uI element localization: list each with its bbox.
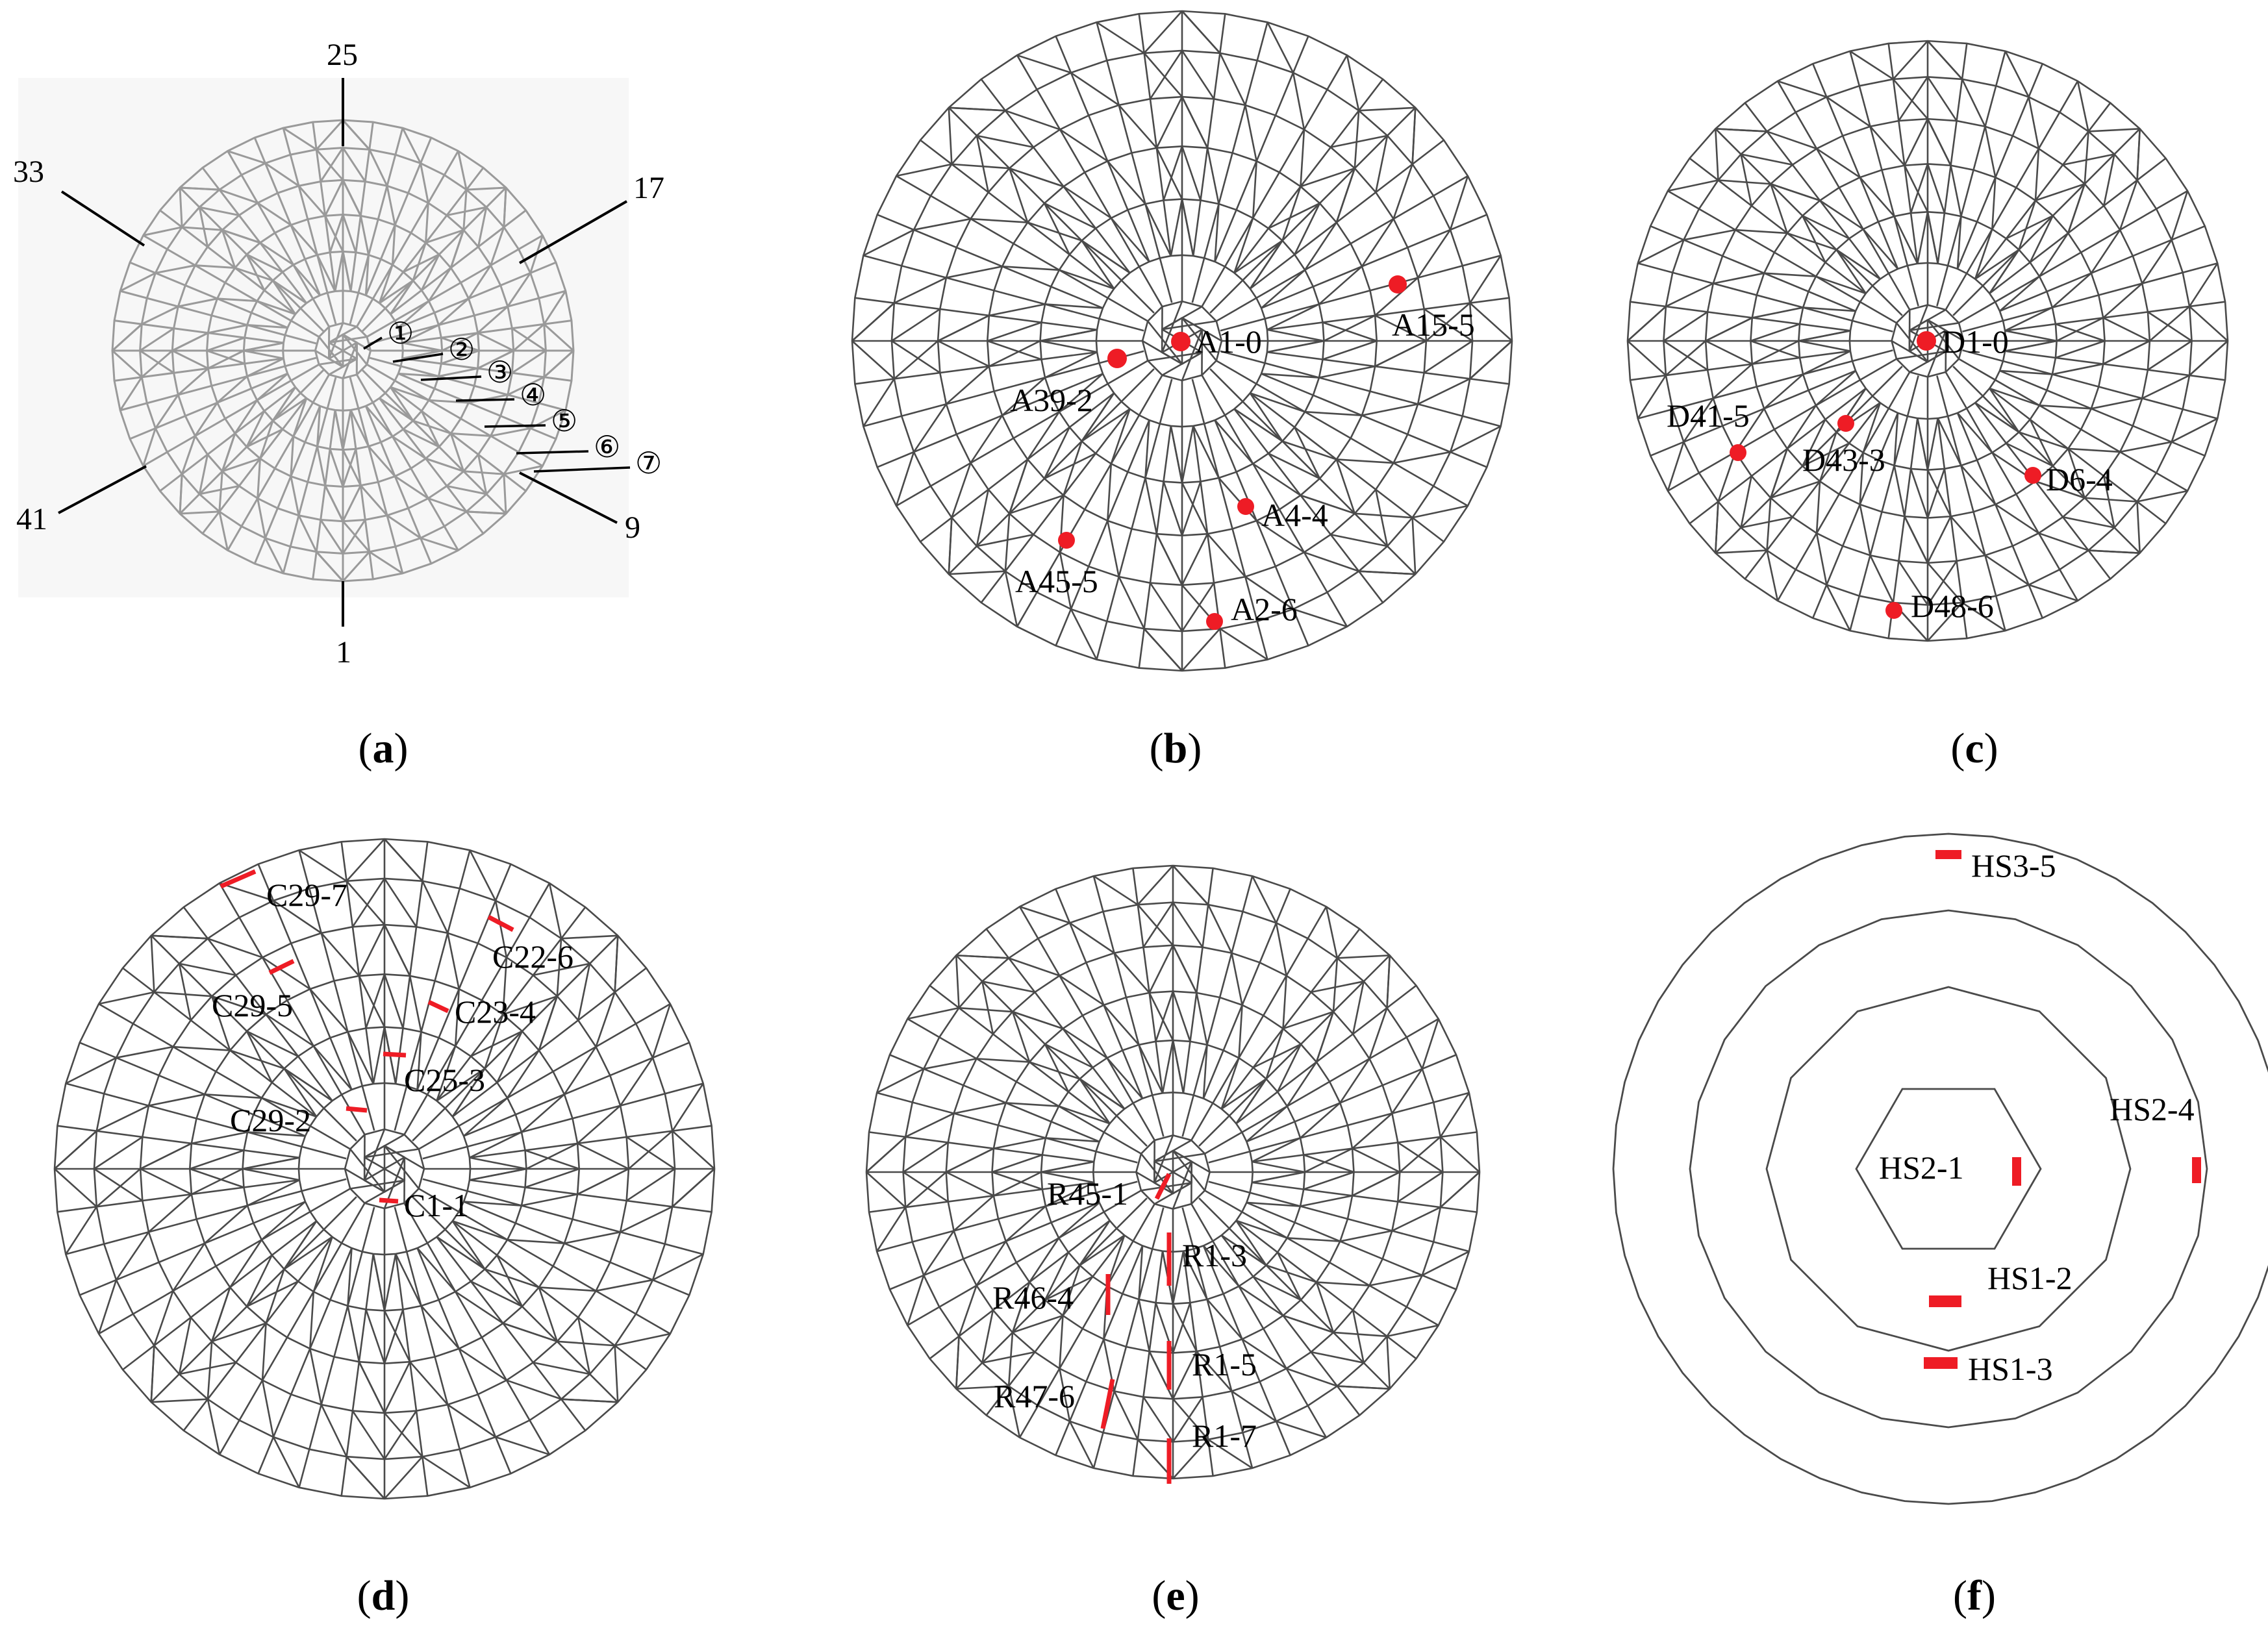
member-C29-5 bbox=[268, 958, 295, 975]
label-R45-1: R45-1 bbox=[1047, 1175, 1128, 1212]
label-D43-3: D43-3 bbox=[1802, 442, 1885, 478]
panel-b-mesh bbox=[851, 10, 1513, 672]
ring-label-2: ② bbox=[448, 333, 475, 366]
caption-f: (f) bbox=[1953, 1572, 1996, 1620]
panel-a-mesh bbox=[18, 78, 629, 597]
label-C29-7: C29-7 bbox=[266, 877, 347, 913]
label-A1-0: A1-0 bbox=[1195, 323, 1262, 360]
label-R1-7: R1-7 bbox=[1192, 1418, 1257, 1454]
label-D1-0: D1-0 bbox=[1942, 323, 2009, 360]
marker-HS3-5 bbox=[1935, 850, 1961, 859]
member-C29-7 bbox=[220, 869, 257, 889]
ring-label-1: ① bbox=[387, 317, 414, 350]
label-D6-4: D6-4 bbox=[2046, 461, 2113, 497]
label-A15-5: A15-5 bbox=[1392, 306, 1475, 343]
member-C23-4 bbox=[427, 999, 449, 1014]
panel-c-mesh bbox=[1626, 40, 2229, 642]
panel-e-mesh bbox=[865, 864, 1481, 1480]
label-A2-6: A2-6 bbox=[1231, 591, 1298, 627]
label-node-9: 9 bbox=[625, 510, 640, 545]
marker-HS1-2 bbox=[1929, 1295, 1961, 1307]
marker-A1-0 bbox=[1171, 332, 1191, 351]
label-A45-5: A45-5 bbox=[1015, 563, 1098, 599]
label-R46-4: R46-4 bbox=[992, 1279, 1074, 1316]
ring-label-6: ⑥ bbox=[594, 431, 620, 464]
member-C22-6 bbox=[487, 914, 514, 932]
label-D48-6: D48-6 bbox=[1911, 588, 1994, 624]
caption-c: (c) bbox=[1950, 725, 1998, 772]
marker-HS2-1 bbox=[2012, 1157, 2021, 1186]
member-C1-1 bbox=[379, 1197, 399, 1204]
caption-a: (a) bbox=[358, 725, 409, 772]
label-node-33: 33 bbox=[13, 155, 44, 189]
label-C25-3: C25-3 bbox=[404, 1062, 485, 1098]
label-A4-4: A4-4 bbox=[1261, 497, 1328, 533]
panel-d-mesh bbox=[53, 838, 716, 1500]
label-HS1-2: HS1-2 bbox=[1987, 1260, 2073, 1296]
marker-HS1-3 bbox=[1924, 1357, 1958, 1369]
marker-D1-0 bbox=[1917, 331, 1936, 351]
label-C29-5: C29-5 bbox=[212, 987, 293, 1023]
member-R47-6 bbox=[1100, 1379, 1115, 1429]
ring-label-4: ④ bbox=[520, 379, 546, 412]
caption-e: (e) bbox=[1152, 1572, 1200, 1620]
member-C25-3 bbox=[383, 1051, 407, 1058]
label-HS2-1: HS2-1 bbox=[1879, 1149, 1964, 1186]
marker-A4-4 bbox=[1237, 498, 1254, 515]
label-R1-3: R1-3 bbox=[1182, 1237, 1247, 1273]
label-HS3-5: HS3-5 bbox=[1971, 847, 2056, 884]
label-D41-5: D41-5 bbox=[1667, 397, 1750, 434]
marker-D41-5 bbox=[1730, 444, 1746, 461]
label-C23-4: C23-4 bbox=[455, 994, 536, 1030]
label-A39-2: A39-2 bbox=[1010, 382, 1093, 418]
label-C1-1: C1-1 bbox=[404, 1187, 469, 1223]
marker-A15-5 bbox=[1389, 275, 1407, 294]
marker-HS2-4 bbox=[2192, 1157, 2201, 1183]
caption-b: (b) bbox=[1149, 725, 1202, 772]
panel-f-rings bbox=[1612, 832, 2268, 1505]
label-R1-5: R1-5 bbox=[1192, 1346, 1257, 1382]
marker-A2-6 bbox=[1206, 613, 1223, 630]
marker-A39-2 bbox=[1107, 349, 1127, 368]
label-C29-2: C29-2 bbox=[230, 1102, 311, 1138]
label-R47-6: R47-6 bbox=[994, 1378, 1075, 1414]
label-HS2-4: HS2-4 bbox=[2110, 1091, 2195, 1127]
marker-D6-4 bbox=[2024, 467, 2041, 484]
label-HS1-3: HS1-3 bbox=[1968, 1351, 2053, 1387]
label-node-41: 41 bbox=[16, 502, 47, 536]
member-C29-2 bbox=[346, 1106, 368, 1113]
marker-A45-5 bbox=[1058, 532, 1075, 549]
member-R45-1 bbox=[1154, 1173, 1172, 1200]
marker-D48-6 bbox=[1885, 602, 1902, 619]
label-node-1: 1 bbox=[336, 635, 351, 669]
marker-D43-3 bbox=[1837, 415, 1854, 432]
label-C22-6: C22-6 bbox=[492, 938, 573, 975]
ring-label-3: ③ bbox=[486, 356, 513, 389]
label-node-25: 25 bbox=[327, 38, 358, 72]
caption-d: (d) bbox=[357, 1572, 410, 1620]
label-node-17: 17 bbox=[633, 171, 664, 205]
ring-label-7: ⑦ bbox=[635, 447, 662, 480]
ring-label-5: ⑤ bbox=[551, 405, 577, 438]
